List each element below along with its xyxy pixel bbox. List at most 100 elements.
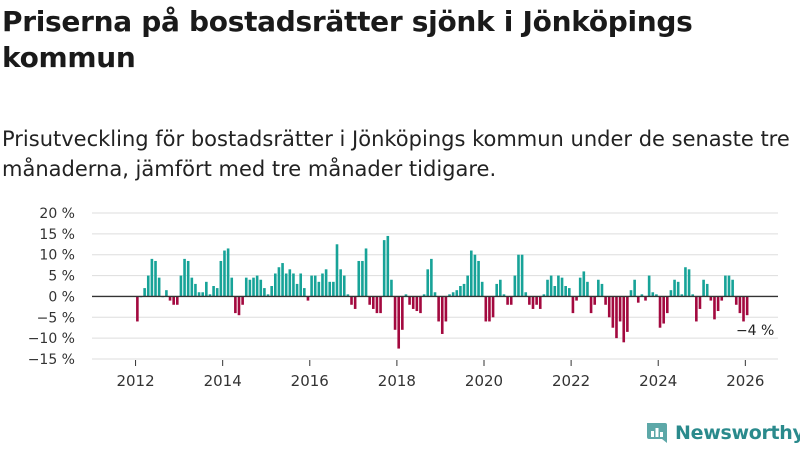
bar[interactable] [411,296,415,309]
bar[interactable] [567,288,571,297]
bar[interactable] [698,296,702,309]
bar[interactable] [284,273,288,297]
bar[interactable] [720,296,724,301]
bar[interactable] [332,281,335,297]
bar[interactable] [266,294,270,297]
bar[interactable] [277,267,281,297]
bar[interactable] [528,296,531,305]
bar[interactable] [575,296,578,301]
bar[interactable] [640,294,644,297]
bar[interactable] [644,296,647,301]
bar[interactable] [713,296,716,320]
bar[interactable] [705,283,709,297]
bar[interactable] [408,296,411,305]
bar[interactable] [419,296,422,314]
bar[interactable] [459,286,462,297]
bar[interactable] [716,296,720,312]
bar[interactable] [702,279,705,297]
bar[interactable] [440,296,444,334]
bar[interactable] [647,275,651,297]
bar[interactable] [491,296,495,318]
bar[interactable] [549,275,553,297]
bar[interactable] [321,273,324,297]
bar[interactable] [687,269,691,297]
bar[interactable] [636,296,640,303]
bar[interactable] [146,275,150,297]
bar[interactable] [259,279,263,297]
bar[interactable] [255,275,259,297]
bar[interactable] [295,283,299,297]
bar[interactable] [154,260,157,297]
bar[interactable] [466,275,469,297]
bar[interactable] [691,294,695,297]
bar[interactable] [237,296,241,316]
bar[interactable] [564,286,567,297]
bar[interactable] [658,296,662,328]
bar[interactable] [215,288,219,297]
bar[interactable] [241,296,244,305]
bar[interactable] [462,283,466,297]
bar[interactable] [499,279,502,297]
bar[interactable] [542,294,546,297]
bar[interactable] [230,277,234,297]
bar[interactable] [742,296,745,322]
bar[interactable] [745,296,749,316]
bar[interactable] [244,277,248,297]
bar[interactable] [430,258,433,297]
bar[interactable] [386,235,390,297]
bar[interactable] [509,296,513,305]
bar[interactable] [437,296,440,322]
bar[interactable] [270,286,273,297]
bar[interactable] [342,275,346,297]
bar[interactable] [364,248,368,297]
bar[interactable] [600,283,604,297]
bar[interactable] [535,296,538,305]
bar[interactable] [248,279,252,297]
bar[interactable] [607,296,611,318]
bar[interactable] [426,269,430,297]
bar[interactable] [727,275,731,297]
bar[interactable] [292,273,295,297]
bar[interactable] [183,258,186,297]
bar[interactable] [734,296,738,305]
bar[interactable] [357,260,361,297]
bar[interactable] [593,296,597,305]
bar[interactable] [495,283,499,297]
bar[interactable] [168,296,172,301]
bar[interactable] [172,296,175,305]
bar[interactable] [205,281,208,297]
bar[interactable] [368,296,371,305]
bar[interactable] [353,296,357,309]
bar[interactable] [197,292,201,297]
bar[interactable] [288,269,292,297]
bar[interactable] [560,277,564,297]
bar[interactable] [448,294,451,297]
bar[interactable] [310,275,313,297]
bar[interactable] [175,296,179,305]
bar[interactable] [738,296,742,314]
bar[interactable] [517,254,520,297]
bar[interactable] [273,273,277,297]
bar[interactable] [201,292,205,297]
bar[interactable] [375,296,379,314]
bar[interactable] [324,269,328,297]
bar[interactable] [626,296,629,332]
bar[interactable] [480,281,484,297]
bar[interactable] [655,294,658,297]
bar[interactable] [328,281,332,297]
bar[interactable] [502,294,506,297]
bar[interactable] [212,286,215,297]
bar[interactable] [524,292,528,297]
newsworthy-logo[interactable]: Newsworthy [645,420,800,446]
bar[interactable] [303,288,306,297]
bar[interactable] [444,296,448,322]
bar[interactable] [571,296,575,314]
bar[interactable] [371,296,375,309]
bar[interactable] [484,296,488,322]
bar[interactable] [633,279,636,297]
bar[interactable] [557,275,560,297]
bar[interactable] [346,294,350,297]
bar[interactable] [604,296,607,305]
bar[interactable] [317,281,321,297]
bar[interactable] [665,296,669,314]
